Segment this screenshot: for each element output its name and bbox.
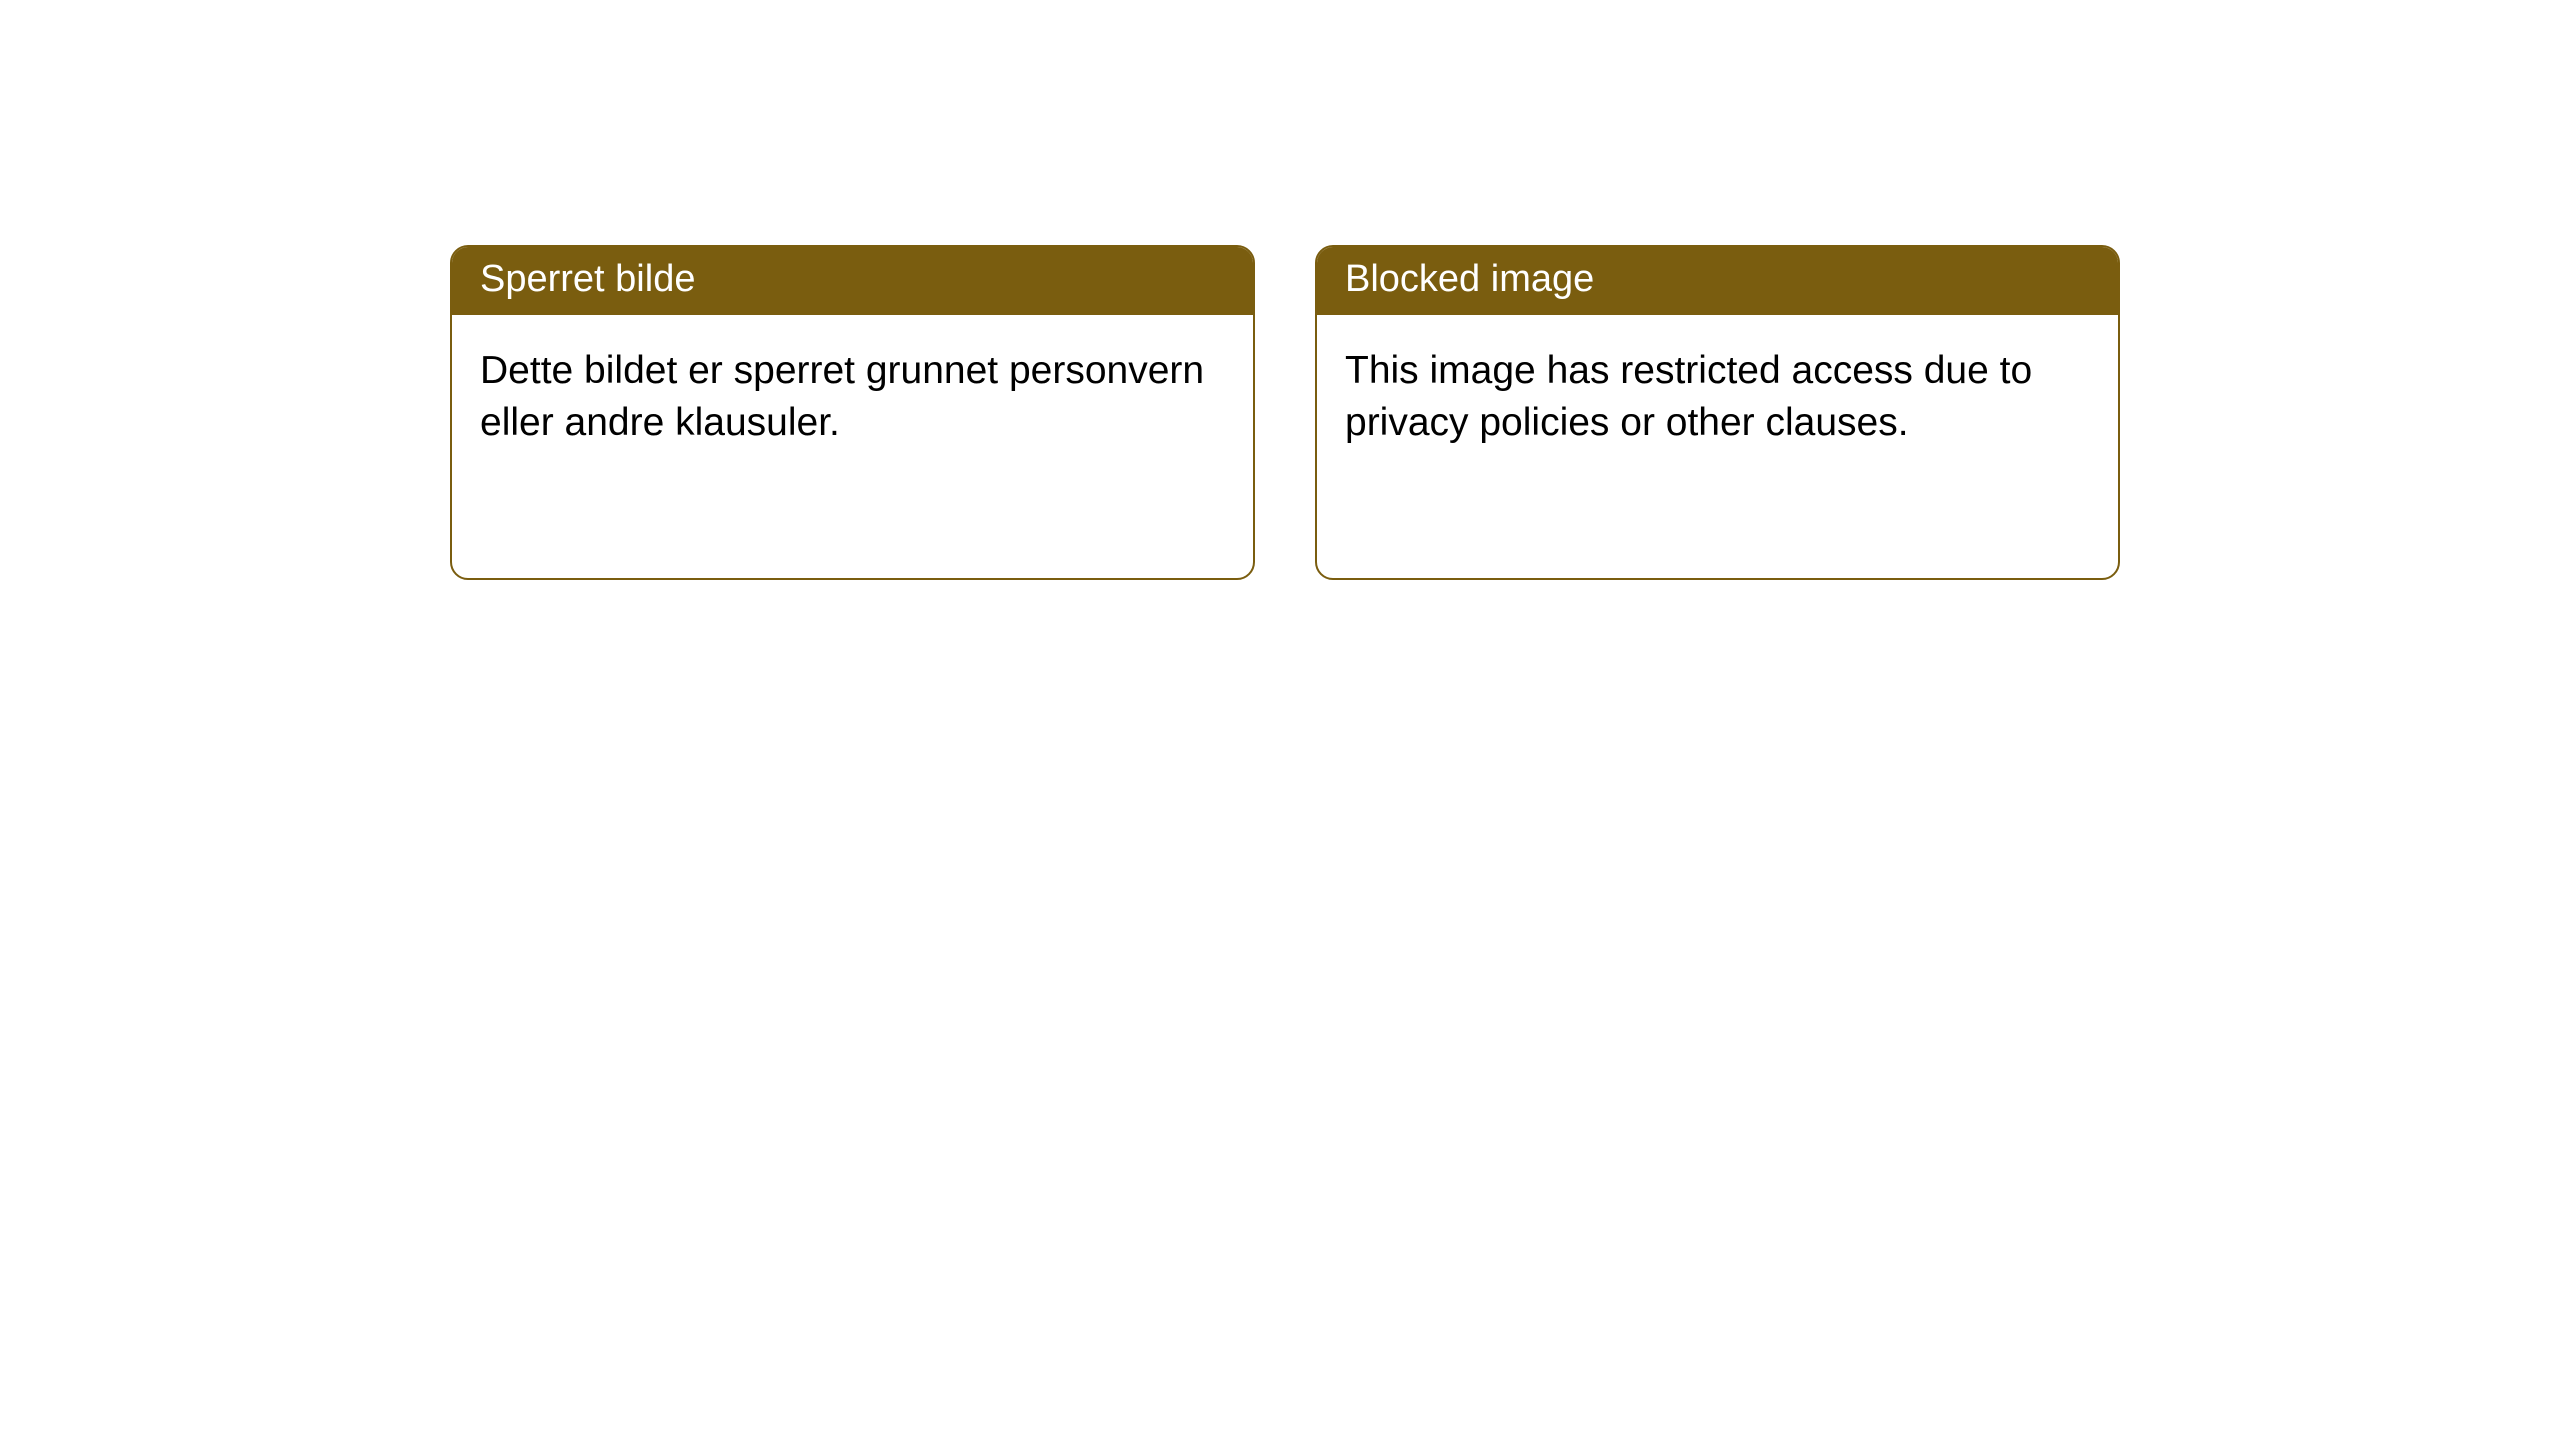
notice-title-norwegian: Sperret bilde — [480, 258, 695, 300]
notice-header-norwegian: Sperret bilde — [452, 247, 1253, 315]
notice-body-english: This image has restricted access due to … — [1317, 315, 2118, 480]
notice-card-english: Blocked image This image has restricted … — [1315, 245, 2120, 580]
notice-body-text-norwegian: Dette bildet er sperret grunnet personve… — [480, 349, 1204, 445]
notice-header-english: Blocked image — [1317, 247, 2118, 315]
notice-body-text-english: This image has restricted access due to … — [1345, 349, 2032, 445]
notice-body-norwegian: Dette bildet er sperret grunnet personve… — [452, 315, 1253, 480]
notice-container: Sperret bilde Dette bildet er sperret gr… — [0, 0, 2560, 580]
notice-title-english: Blocked image — [1345, 258, 1594, 300]
notice-card-norwegian: Sperret bilde Dette bildet er sperret gr… — [450, 245, 1255, 580]
